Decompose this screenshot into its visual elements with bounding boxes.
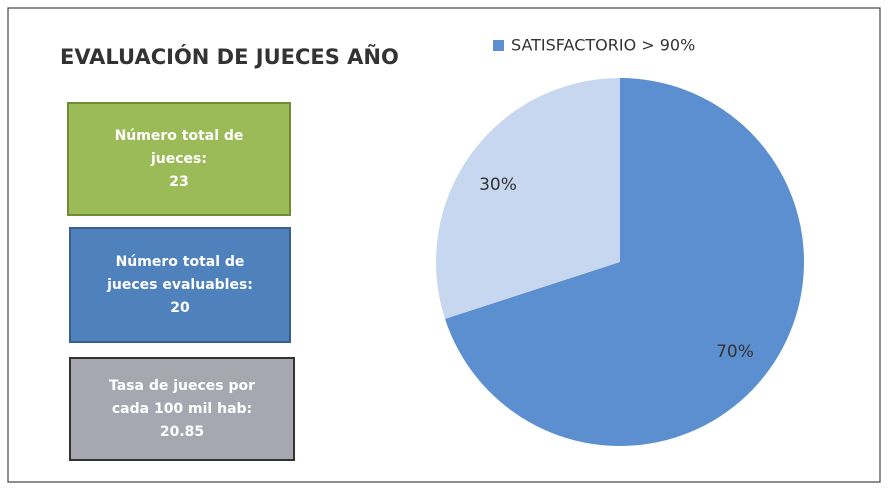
data-label: 70% [716, 342, 754, 362]
info-card [69, 227, 291, 343]
card-text: Número total de [116, 254, 245, 270]
info-card [67, 102, 291, 216]
card-text: 20.85 [160, 424, 204, 440]
card-text: jueces: [150, 151, 207, 167]
card-text: Tasa de jueces por [109, 378, 255, 394]
legend-label: SATISFACTORIO > 90% [511, 36, 695, 55]
card-text: cada 100 mil hab: [112, 401, 252, 417]
card-text: 23 [169, 174, 188, 190]
card-text: Número total de [115, 128, 244, 144]
card-text: 20 [170, 300, 190, 316]
pie-slice [436, 78, 620, 319]
chart-title: EVALUACIÓN DE JUECES AÑO [60, 44, 399, 69]
data-label: 30% [479, 175, 517, 195]
info-card [69, 357, 295, 461]
card-text: jueces evaluables: [106, 277, 253, 293]
legend-swatch [493, 40, 504, 51]
pie-slice [445, 78, 804, 447]
